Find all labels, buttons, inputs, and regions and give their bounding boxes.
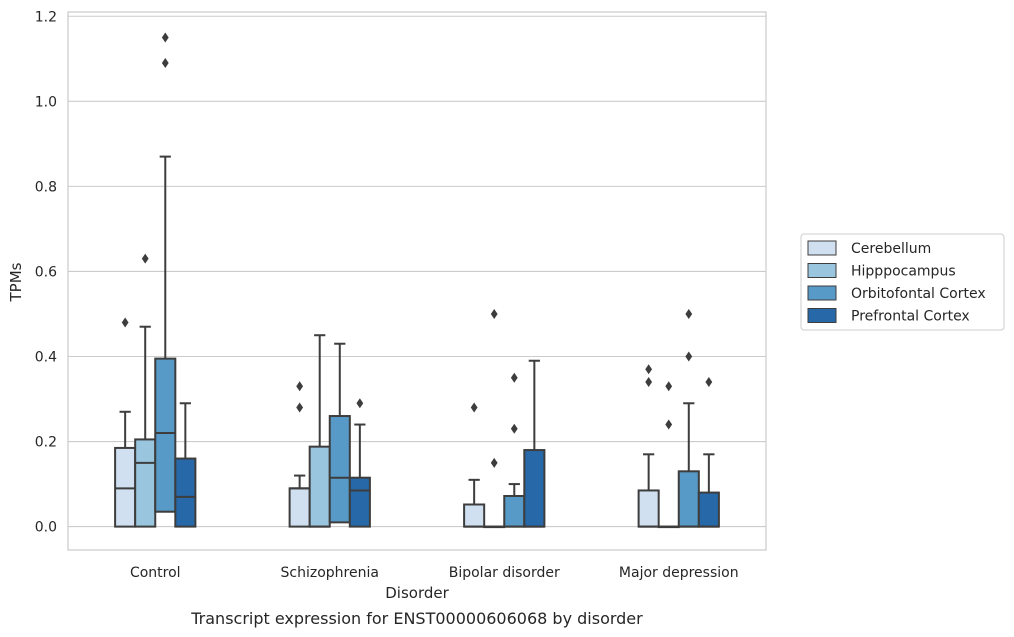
x-axis-ticks: Control Schizophrenia Bipolar disorder Majo…: [130, 565, 739, 581]
outlier-point: [121, 317, 129, 328]
box-3-1: [154, 32, 177, 513]
box-4-3: [523, 359, 546, 528]
box-1-1: [114, 317, 137, 528]
outlier-point: [705, 377, 713, 388]
chart-caption: Transcript expression for ENST0000060606…: [190, 609, 643, 628]
y-tick-label: 0.0: [35, 520, 57, 536]
outlier-point: [356, 398, 364, 409]
plot-frame: [67, 11, 767, 551]
plot-boxes: [114, 32, 720, 529]
x-tick-label: Bipolar disorder: [449, 565, 560, 581]
outlier-point: [510, 372, 518, 383]
outlier-point: [296, 402, 304, 413]
y-tick-label: 0.4: [35, 349, 57, 365]
box-body: [308, 445, 331, 528]
box-body: [677, 470, 700, 528]
legend-label: Hipppocampus: [851, 264, 956, 280]
box-1-3: [463, 402, 486, 528]
y-axis-ticks: 0.0 0.2 0.4 0.6 0.8 1.0 1.2: [35, 9, 57, 535]
legend-label: Prefrontal Cortex: [851, 309, 970, 325]
box-body: [523, 449, 546, 528]
box-4-1: [174, 402, 197, 528]
x-tick-label: Schizophrenia: [281, 565, 379, 581]
outlier-point: [685, 308, 693, 319]
box-1-4: [637, 364, 660, 528]
y-tick-label: 0.8: [35, 179, 57, 195]
y-axis-title: TPMs: [7, 262, 25, 302]
legend-label: Cerebellum: [851, 241, 931, 257]
box-body: [114, 446, 137, 528]
y-tick-label: 1.0: [35, 94, 57, 110]
legend-frame: [800, 233, 1005, 331]
outlier-point: [665, 419, 673, 430]
box-3-3: [503, 372, 526, 528]
box-body: [503, 494, 526, 528]
gridlines: [68, 15, 766, 528]
outlier-point: [490, 457, 498, 468]
box-4-2: [348, 398, 371, 528]
outlier-point: [510, 423, 518, 434]
outlier-point: [141, 253, 149, 264]
legend-label: Orbitofontal Cortex: [851, 286, 986, 302]
box-2-3: [483, 308, 506, 529]
x-axis-title: Disorder: [385, 584, 449, 602]
box-3-4: [677, 308, 700, 528]
outlier-point: [296, 381, 304, 392]
outlier-point: [470, 402, 478, 413]
x-tick-label: Major depression: [619, 565, 739, 581]
outlier-point: [665, 381, 673, 392]
legend-swatch: [807, 285, 837, 301]
outlier-point: [161, 32, 169, 43]
y-tick-label: 0.6: [35, 264, 57, 280]
box-4-4: [697, 377, 720, 528]
box-body: [288, 487, 311, 528]
outlier-point: [490, 308, 498, 319]
y-tick-label: 1.2: [35, 9, 57, 25]
box-body: [134, 438, 157, 528]
outlier-point: [685, 351, 693, 362]
box-body: [348, 476, 371, 528]
box-2-1: [134, 253, 157, 528]
outlier-point: [645, 364, 653, 375]
legend-swatch: [807, 308, 837, 323]
box-3-2: [328, 342, 351, 524]
outlier-point: [645, 377, 653, 388]
box-body: [154, 357, 177, 513]
box-1-2: [288, 381, 311, 528]
box-body: [697, 491, 720, 528]
box-body: [463, 503, 486, 528]
y-tick-label: 0.2: [35, 435, 57, 451]
box-2-2: [308, 334, 331, 528]
outlier-point: [161, 58, 169, 69]
box-2-4: [657, 381, 680, 529]
box-body: [174, 457, 197, 528]
box-body: [328, 415, 351, 524]
legend-swatch: [807, 240, 837, 256]
legend: Cerebellum Hipppocampus Orbitofontal Corte…: [800, 233, 1005, 331]
legend-swatch: [807, 263, 837, 278]
box-body: [637, 489, 660, 528]
x-tick-label: Control: [130, 565, 181, 581]
